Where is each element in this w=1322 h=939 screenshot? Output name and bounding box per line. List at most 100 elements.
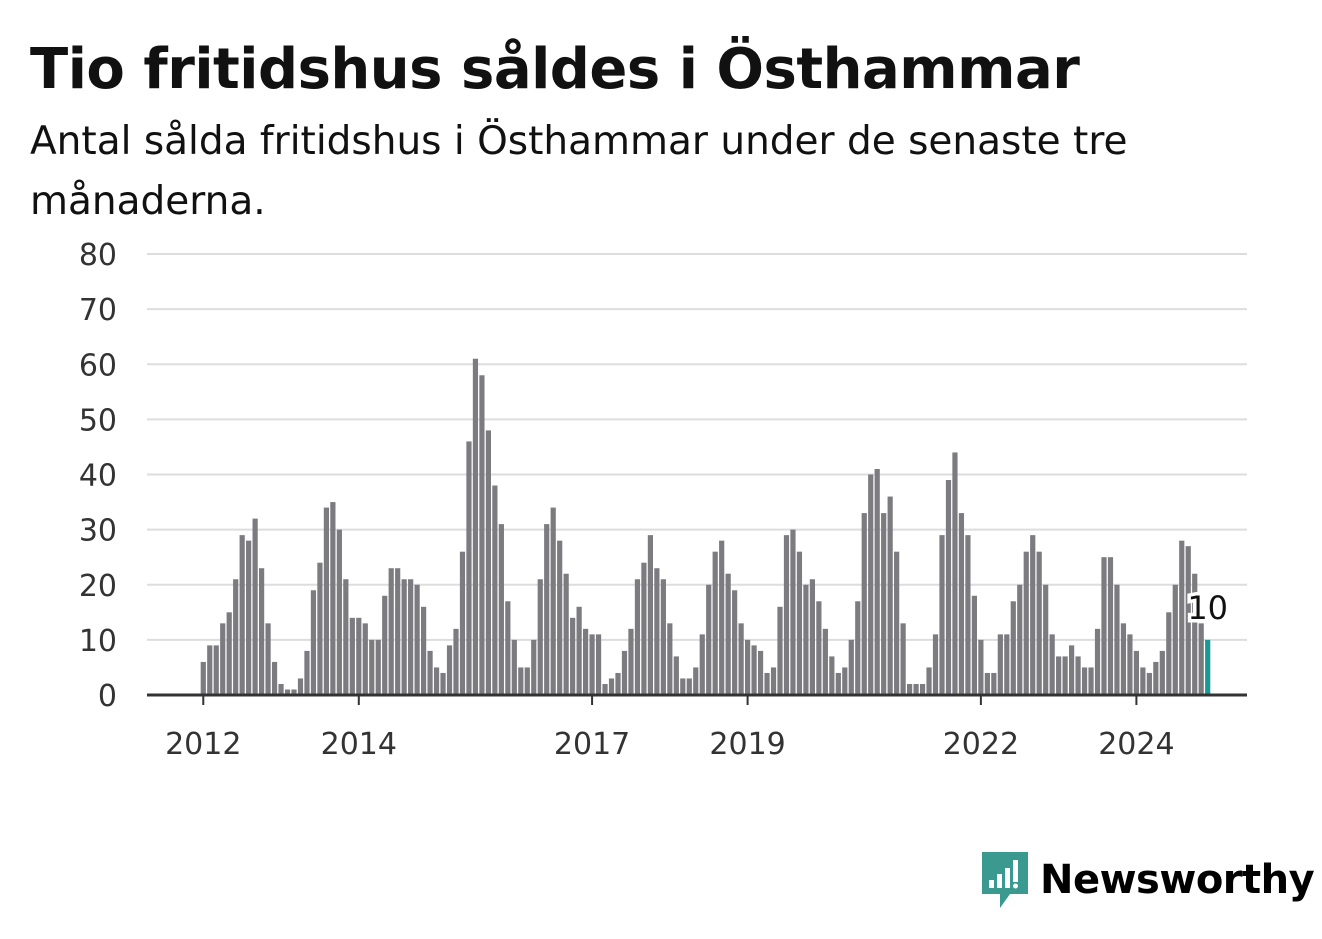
bar	[271, 661, 278, 695]
bar	[602, 683, 608, 695]
bar	[595, 634, 602, 695]
bar	[1185, 546, 1191, 695]
bar	[369, 639, 375, 695]
bar	[861, 513, 867, 695]
bar	[421, 606, 427, 695]
bar	[1159, 650, 1165, 695]
bar	[641, 562, 647, 695]
y-tick-label: 10	[79, 624, 117, 659]
bar	[945, 480, 952, 695]
bar	[835, 672, 841, 695]
bar	[1081, 667, 1088, 695]
bar	[822, 628, 828, 695]
bar	[706, 584, 712, 695]
bar	[492, 485, 498, 695]
bar	[1140, 667, 1146, 695]
bar	[647, 535, 653, 695]
bar	[1075, 656, 1081, 695]
x-tick-label: 2024	[1098, 727, 1174, 762]
bar	[336, 529, 342, 695]
bar	[919, 683, 926, 695]
bar	[466, 441, 472, 695]
bar	[511, 639, 517, 695]
bar	[777, 606, 783, 695]
bar	[330, 502, 336, 695]
bar	[1172, 584, 1178, 695]
bar	[343, 579, 349, 695]
bar	[634, 579, 641, 695]
bar	[628, 628, 634, 695]
y-tick-label: 50	[79, 403, 117, 438]
x-tick-label: 2022	[943, 727, 1019, 762]
chart-bubble-icon	[982, 852, 1028, 908]
bar	[1069, 645, 1075, 695]
bar	[524, 667, 530, 695]
bar	[375, 639, 381, 695]
bar	[686, 678, 692, 695]
x-tick-label: 2014	[321, 727, 397, 762]
x-tick-label: 2019	[709, 727, 785, 762]
y-tick-label: 70	[79, 293, 117, 328]
bar	[1049, 634, 1055, 695]
chart-subtitle: Antal sålda fritidshus i Östhammar under…	[30, 119, 1128, 224]
bar	[557, 540, 563, 695]
bar	[1107, 557, 1114, 695]
bar	[518, 667, 524, 695]
x-tick-label: 2012	[165, 727, 241, 762]
bar	[388, 568, 394, 695]
bar	[621, 650, 628, 695]
bar	[984, 672, 990, 695]
y-axis-ticks: 0 10 20 30 40 50 60 70 80	[79, 238, 117, 714]
bar	[809, 579, 815, 695]
bar	[1133, 650, 1139, 695]
bar	[790, 529, 796, 695]
bar	[1043, 584, 1049, 695]
y-tick-label: 0	[98, 679, 117, 714]
newsworthy-logo: Newsworthy	[980, 850, 1315, 910]
bar	[829, 656, 835, 695]
bar	[1192, 573, 1198, 695]
bar	[440, 672, 446, 695]
bar	[349, 617, 355, 695]
bar	[1056, 656, 1062, 695]
bar	[1088, 667, 1094, 695]
bar	[738, 623, 744, 695]
bar	[997, 634, 1003, 695]
chart-title: Tio fritidshus såldes i Östhammar	[30, 37, 1080, 102]
bar	[479, 375, 485, 695]
bar	[278, 683, 284, 695]
bar	[498, 524, 504, 695]
x-axis-ticks: 2012 2014 2017 2019 2022 2024	[165, 695, 1175, 762]
bar	[408, 579, 414, 695]
bar	[1030, 535, 1036, 695]
bar	[537, 579, 543, 695]
bar	[1062, 656, 1068, 695]
bar	[213, 645, 219, 695]
bar	[356, 617, 362, 695]
bar	[693, 667, 699, 695]
bar	[660, 579, 666, 695]
bar	[1198, 623, 1204, 695]
y-tick-label: 80	[79, 238, 117, 273]
bar	[965, 535, 971, 695]
bar	[1004, 634, 1010, 695]
bar	[233, 579, 239, 695]
bar	[667, 623, 673, 695]
bar	[310, 590, 317, 695]
bar	[1120, 623, 1127, 695]
bar	[654, 568, 660, 695]
bar	[751, 645, 757, 695]
bar	[796, 551, 803, 695]
bar	[362, 623, 368, 695]
bar	[1146, 672, 1152, 695]
bar	[680, 678, 686, 695]
bar	[757, 650, 764, 695]
bar	[304, 650, 310, 695]
bar	[239, 535, 245, 695]
bar	[699, 634, 705, 695]
bar	[297, 678, 304, 695]
bar	[252, 518, 258, 695]
bar	[673, 656, 679, 695]
y-tick-label: 60	[79, 348, 117, 383]
